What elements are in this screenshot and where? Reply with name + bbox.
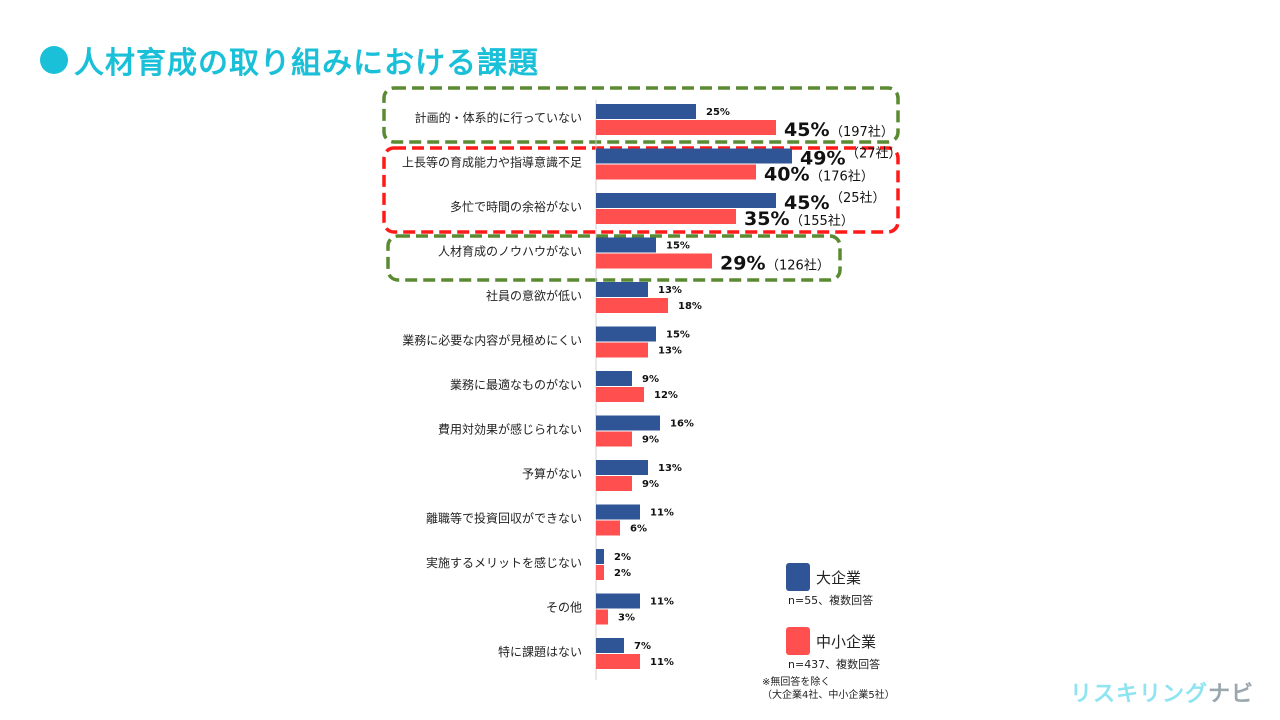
legend-swatch-large: [786, 563, 810, 591]
bar: [596, 431, 632, 447]
data-label: 9%: [642, 479, 659, 490]
bar: [596, 342, 648, 358]
category-label: その他: [546, 601, 582, 615]
data-label: 11%: [650, 508, 674, 519]
bar: [596, 504, 640, 520]
highlight-box: [386, 234, 842, 282]
data-label: 2%: [614, 568, 631, 579]
count-label: （176社）: [810, 169, 874, 185]
bar: [596, 253, 712, 269]
data-label: 18%: [678, 301, 702, 312]
category-label: 多忙で時間の余裕がない: [450, 199, 582, 214]
bar: [596, 476, 632, 491]
data-label: 45%: [784, 119, 829, 141]
footnote-line-2: （大企業4社、中小企業5社）: [762, 690, 895, 701]
data-label: 9%: [642, 435, 659, 446]
count-label: （126社）: [766, 258, 830, 274]
category-label: 特に課題はない: [498, 644, 582, 659]
footnote: ※無回答を除く （大企業4社、中小企業5社）: [762, 676, 895, 702]
category-label: 費用対効果が感じられない: [438, 422, 582, 437]
data-label: 11%: [650, 657, 674, 668]
data-label: 16%: [670, 419, 694, 430]
bar: [596, 593, 640, 609]
category-label: 実施するメリットを感じない: [426, 555, 582, 570]
legend-label-large: 大企業: [816, 568, 862, 587]
data-label: 15%: [666, 241, 690, 252]
bar: [596, 104, 696, 119]
count-label: （25社）: [830, 190, 886, 206]
bar: [596, 298, 668, 313]
data-label: 15%: [666, 330, 690, 341]
data-label: 45%: [784, 192, 829, 214]
bar: [596, 415, 660, 431]
data-label: 13%: [658, 463, 682, 474]
data-label: 40%: [764, 164, 809, 186]
bar: [596, 387, 644, 402]
category-label: 人材育成のノウハウがない: [438, 244, 582, 259]
bar: [596, 520, 620, 536]
bar: [596, 371, 632, 386]
bar: [596, 565, 604, 580]
data-label: 6%: [630, 524, 647, 535]
legend-note-large: n=55、複数回答: [788, 594, 874, 607]
data-label: 13%: [658, 285, 682, 296]
data-label: 11%: [650, 597, 674, 608]
data-label: 29%: [720, 253, 765, 275]
bar: [596, 282, 648, 297]
bar: [596, 326, 656, 342]
legend-label-small: 中小企業: [816, 632, 877, 651]
data-label: 9%: [642, 374, 659, 385]
data-label: 13%: [658, 346, 682, 357]
count-label: （27社）: [846, 146, 902, 162]
bar: [596, 148, 792, 164]
category-label: 業務に最適なものがない: [450, 377, 582, 392]
bar: [596, 164, 756, 180]
legend-swatch-small: [786, 627, 810, 655]
bar: [596, 209, 736, 224]
bar: [596, 193, 776, 208]
data-label: 25%: [706, 107, 730, 118]
logo-main: リスキリング: [1070, 682, 1209, 707]
highlight-box: [382, 146, 900, 234]
data-label: 35%: [744, 208, 789, 230]
legend: 大企業 n=55、複数回答 中小企業 n=437、複数回答: [786, 562, 880, 690]
bar: [596, 609, 608, 625]
category-label: 計画的・体系的に行っていない: [415, 110, 582, 125]
bar: [596, 460, 648, 475]
title-text: 人材育成の取り組みにおける課題: [74, 46, 539, 81]
count-label: （155社）: [790, 213, 854, 229]
legend-item-large: 大企業: [786, 562, 880, 592]
bar: [596, 549, 604, 564]
bar: [596, 638, 624, 653]
legend-note-small: n=437、複数回答: [788, 658, 881, 671]
category-label: 上長等の育成能力や指導意識不足: [402, 155, 582, 170]
logo: リスキリングナビ: [1070, 676, 1254, 708]
data-label: 12%: [654, 390, 678, 401]
legend-item-small: 中小企業: [786, 626, 880, 656]
bullet-icon: [40, 46, 68, 74]
data-label: 7%: [634, 641, 651, 652]
page-title: 人材育成の取り組みにおける課題: [40, 38, 539, 82]
footnote-line-1: ※無回答を除く: [762, 677, 831, 688]
category-label: 社員の意欲が低い: [486, 288, 582, 303]
count-label: （197社）: [830, 124, 894, 140]
category-label: 離職等で投資回収ができない: [426, 511, 582, 526]
bar: [596, 237, 656, 253]
data-label: 2%: [614, 552, 631, 563]
bar: [596, 654, 640, 669]
data-label: 3%: [618, 613, 635, 624]
data-label: 49%: [800, 148, 845, 170]
category-label: 予算がない: [522, 466, 582, 481]
category-label: 業務に必要な内容が見極めにくい: [402, 333, 582, 348]
highlight-box: [382, 86, 900, 144]
logo-sub: ナビ: [1208, 682, 1255, 707]
bar: [596, 120, 776, 135]
